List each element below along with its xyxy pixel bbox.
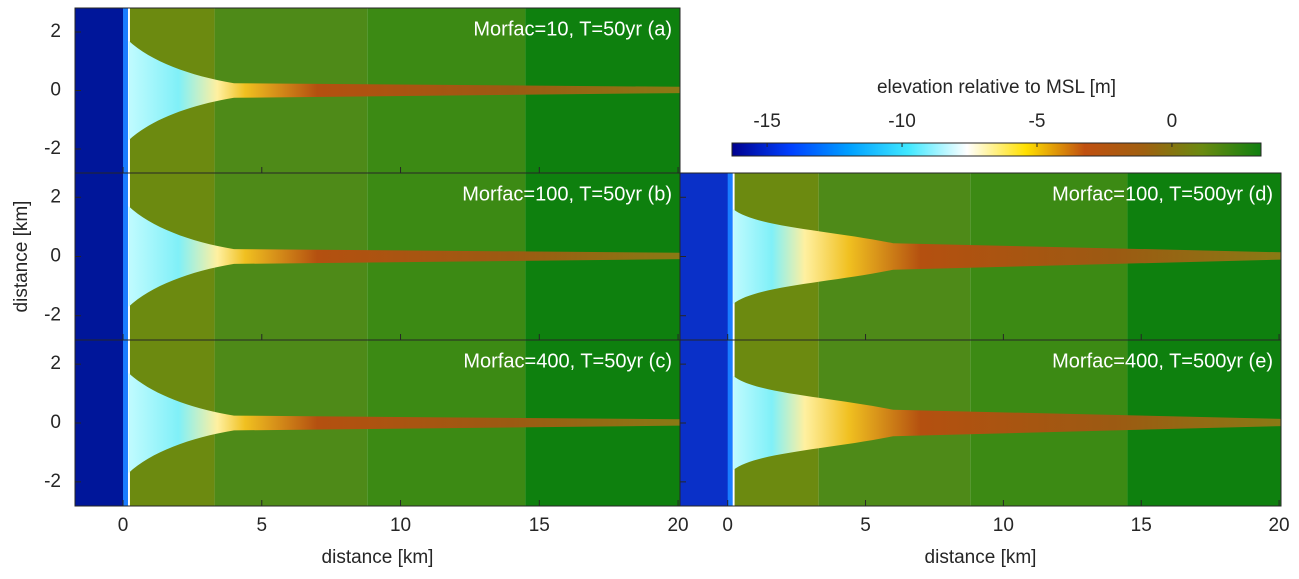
x-axis-label: distance [km] — [925, 547, 1037, 568]
colorbar — [731, 142, 1262, 157]
channel-fan — [128, 206, 680, 307]
colorbar-tick-label: 0 — [1167, 111, 1178, 132]
heatmap — [75, 8, 680, 173]
y-tick-label: -2 — [44, 305, 61, 326]
channel-fan — [128, 373, 680, 473]
panel-title: Morfac=400, T=50yr (c) — [463, 350, 672, 372]
y-tick-label: 2 — [50, 353, 61, 374]
x-tick-label: 20 — [667, 515, 688, 536]
channel-fan — [128, 40, 680, 141]
deep-water — [680, 173, 731, 340]
heatmap — [75, 340, 680, 506]
deep-water — [75, 8, 127, 173]
x-tick-label: 0 — [722, 515, 733, 536]
colorbar-tick-label: -15 — [753, 111, 780, 132]
y-axis-label: distance [km] — [11, 201, 32, 313]
heatmap — [680, 340, 1281, 506]
colorbar-label: elevation relative to MSL [m] — [877, 77, 1116, 98]
x-axis-label: distance [km] — [322, 547, 434, 568]
shore — [123, 8, 129, 173]
y-tick-label: -2 — [44, 138, 61, 159]
colorbar-tick-label: -5 — [1029, 111, 1046, 132]
x-tick-label: 20 — [1268, 515, 1289, 536]
x-tick-label: 10 — [390, 515, 411, 536]
shore — [123, 340, 129, 506]
panel-title: Morfac=10, T=50yr (a) — [473, 18, 672, 40]
y-tick-label: 0 — [50, 80, 61, 101]
channel-fan — [733, 375, 1281, 471]
y-tick-label: 0 — [50, 412, 61, 433]
x-tick-label: 5 — [256, 515, 267, 536]
x-tick-label: 15 — [1131, 515, 1152, 536]
deep-water — [75, 173, 127, 340]
channel-fan — [733, 209, 1281, 304]
y-tick-label: -2 — [44, 471, 61, 492]
x-tick-label: 5 — [860, 515, 871, 536]
panel-title: Morfac=400, T=500yr (e) — [1052, 350, 1273, 372]
shore — [727, 173, 733, 340]
y-tick-label: 2 — [50, 21, 61, 42]
shore — [123, 173, 129, 340]
colorbar-tick-label: -10 — [888, 111, 915, 132]
x-tick-label: 0 — [118, 515, 129, 536]
y-tick-label: 0 — [50, 246, 61, 267]
deep-water — [680, 340, 731, 506]
panel-title: Morfac=100, T=50yr (b) — [462, 183, 672, 205]
y-tick-label: 2 — [50, 186, 61, 207]
deep-water — [75, 340, 127, 506]
x-tick-label: 10 — [993, 515, 1014, 536]
heatmap — [680, 173, 1281, 340]
shore — [727, 340, 733, 506]
heatmap — [75, 173, 680, 340]
x-tick-label: 15 — [529, 515, 550, 536]
panel-title: Morfac=100, T=500yr (d) — [1052, 183, 1273, 205]
